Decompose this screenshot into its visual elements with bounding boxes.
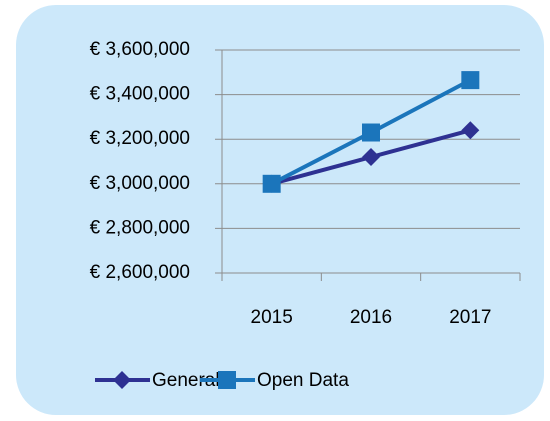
- legend-label: General: [152, 370, 220, 391]
- data-point: [461, 121, 480, 140]
- x-tick-label: 2017: [449, 307, 491, 328]
- legend-marker: [218, 371, 236, 389]
- data-point: [362, 148, 380, 167]
- data-point: [461, 71, 480, 90]
- legend-marker: [113, 371, 131, 389]
- y-tick-label: € 3,000,000: [90, 173, 190, 194]
- y-tick-label: € 3,400,000: [90, 84, 190, 105]
- data-point: [362, 123, 380, 142]
- chart-background: [16, 5, 544, 415]
- y-tick-label: € 3,600,000: [90, 39, 190, 60]
- y-tick-label: € 3,200,000: [90, 128, 190, 149]
- x-tick-label: 2016: [350, 307, 392, 328]
- x-tick-label: 2015: [251, 307, 293, 328]
- data-point: [262, 174, 281, 193]
- y-tick-label: € 2,600,000: [90, 262, 190, 283]
- legend-label: Open Data: [257, 370, 349, 391]
- y-tick-label: € 2,800,000: [90, 217, 190, 238]
